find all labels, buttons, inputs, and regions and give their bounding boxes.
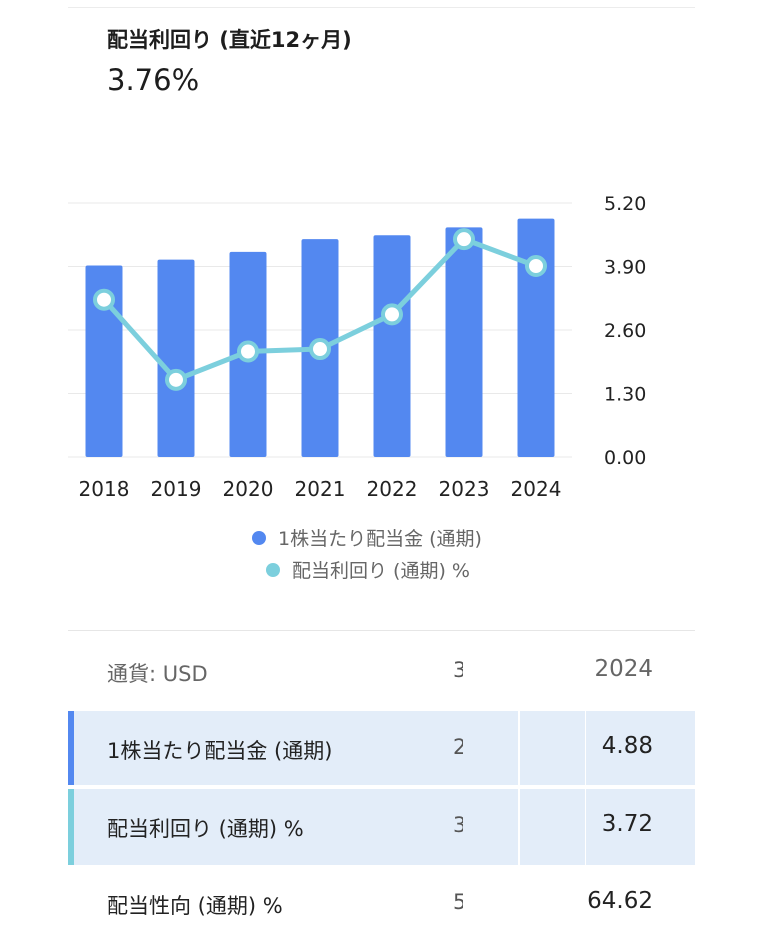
- column-separator: [518, 789, 520, 865]
- row-partial-value: 3: [453, 813, 463, 837]
- row-separator: [68, 785, 695, 787]
- dividend-yield-value: 3.76%: [107, 63, 200, 97]
- y-tick-label: 5.20: [604, 193, 646, 215]
- yield-point-2018: [93, 288, 115, 311]
- bar-2022: [373, 235, 411, 457]
- x-tick-label: 2021: [295, 477, 346, 501]
- yield-point-2022: [381, 303, 403, 326]
- year-header: 2024: [594, 656, 653, 682]
- x-tick-label: 2023: [439, 477, 490, 501]
- dividend-yield-title: 配当利回り (直近12ヶ月): [107, 28, 352, 52]
- row-label: 配当性向 (通期) %: [107, 894, 283, 918]
- x-tick-label: 2018: [79, 477, 130, 501]
- column-separator: [585, 789, 586, 865]
- row-accent-dps: [68, 711, 74, 787]
- row-label: 配当利回り (通期) %: [107, 817, 304, 841]
- legend-marker-yield: [266, 562, 280, 577]
- table-divider: [68, 630, 695, 631]
- row-value-2024: 3.72: [601, 811, 653, 837]
- dividend-chart: 0.00 1.30 2.60 3.90 5.20 2018 2019 2020 2021 2022…: [68, 193, 646, 501]
- legend-marker-dps: [252, 530, 266, 545]
- legend-item-dividend-yield[interactable]: 配当利回り (通期) %: [266, 556, 470, 583]
- table-row-dividend-per-share[interactable]: 1株当たり配当金 (通期) 2 4.88: [68, 711, 695, 787]
- y-tick-label: 3.90: [604, 257, 646, 279]
- column-separator: [585, 711, 586, 787]
- legend-label-yield: 配当利回り (通期) %: [292, 560, 470, 582]
- yield-point-2020: [237, 340, 259, 363]
- table-row-payout-ratio[interactable]: 配当性向 (通期) % 5 64.62: [68, 866, 695, 942]
- x-tick-label: 2024: [511, 477, 562, 501]
- yield-point-2023: [453, 228, 475, 251]
- bar-2024: [517, 218, 555, 457]
- currency-label: 通貨: USD: [107, 662, 208, 686]
- row-label: 1株当たり配当金 (通期): [107, 739, 333, 763]
- y-tick-label: 1.30: [604, 384, 646, 406]
- legend-label-dps: 1株当たり配当金 (通期): [278, 528, 482, 550]
- yield-point-2024: [525, 255, 547, 278]
- legend-item-dividend-per-share[interactable]: 1株当たり配当金 (通期): [252, 524, 482, 551]
- top-divider: [68, 7, 695, 8]
- row-value-2024: 4.88: [601, 733, 653, 759]
- bar-2019: [157, 259, 195, 457]
- yield-point-2019: [165, 368, 187, 391]
- row-accent-yield: [68, 789, 74, 865]
- row-partial-value: 5: [453, 890, 463, 914]
- y-tick-label: 2.60: [604, 320, 646, 342]
- y-tick-label: 0.00: [604, 447, 646, 469]
- bar-2023: [445, 227, 483, 457]
- x-tick-label: 2022: [367, 477, 418, 501]
- table-header-row: 通貨: USD 3 2024: [68, 631, 695, 709]
- column-separator: [518, 711, 520, 787]
- x-tick-label: 2019: [151, 477, 202, 501]
- x-tick-label: 2020: [223, 477, 274, 501]
- column-shadow: [518, 631, 530, 709]
- partial-year-header: 3: [453, 658, 463, 682]
- row-partial-value: 2: [453, 735, 463, 759]
- yield-point-2021: [309, 338, 331, 361]
- table-row-dividend-yield[interactable]: 配当利回り (通期) % 3 3.72: [68, 789, 695, 865]
- column-shadow: [518, 866, 530, 942]
- row-value-2024: 64.62: [587, 888, 653, 914]
